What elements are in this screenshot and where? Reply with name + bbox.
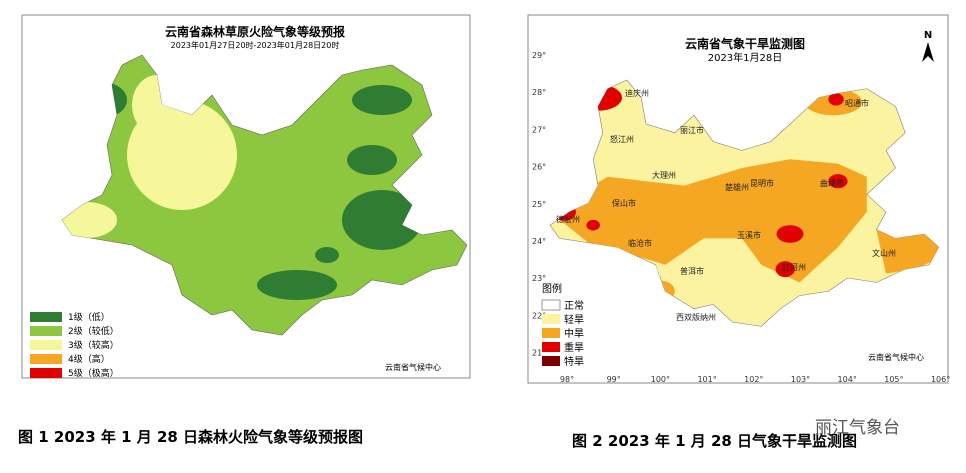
place-label: 保山市 <box>612 198 636 208</box>
place-label: 丽江市 <box>680 125 704 135</box>
place-label: 西双版纳州 <box>676 312 716 322</box>
legend-label: 2级（较低） <box>68 325 119 337</box>
legend-label: 4级（高） <box>68 353 110 365</box>
caption: 图 2 2023 年 1 月 28 日气象干旱监测图 <box>572 432 857 450</box>
lat-label: 29° <box>532 51 546 60</box>
legend-label: 5级（极高） <box>68 367 119 379</box>
place-label: 昭通市 <box>845 98 869 108</box>
source: 云南省气候中心 <box>868 352 924 362</box>
north-arrow <box>922 42 934 62</box>
legend-label: 特旱 <box>564 356 584 368</box>
place-label: 曲靖市 <box>820 178 844 188</box>
lat-label: 26° <box>532 163 546 172</box>
map-title: 云南省森林草原火险气象等级预报 <box>165 24 345 39</box>
legend-label: 重旱 <box>564 341 584 354</box>
caption: 图 1 2023 年 1 月 28 日森林火险气象等级预报图 <box>18 428 363 446</box>
map-1 <box>61 54 468 336</box>
legend-label: 正常 <box>564 299 584 312</box>
north-label: N <box>924 30 932 41</box>
legend-label: 1级（低） <box>68 311 110 323</box>
lat-label: 21° <box>532 349 546 358</box>
lat-label: 27° <box>532 125 546 134</box>
place-label: 德宏州 <box>556 214 580 224</box>
legend-2: 图例 正常 轻旱 中旱 重旱 特旱 <box>541 282 584 368</box>
place-label: 临沧市 <box>628 238 652 248</box>
place-label: 文山州 <box>872 248 896 258</box>
place-label: 昆明市 <box>750 178 774 188</box>
legend-1: 1级（低） 2级（较低） 3级（较高） 4级（高） 5级（极高） <box>30 311 119 379</box>
map-subtitle: 2023年01月27日20时-2023年01月28日20时 <box>171 40 340 50</box>
legend-label: 3级（较高） <box>68 339 119 351</box>
place-label: 玉溪市 <box>737 230 761 240</box>
place-label: 大理州 <box>652 170 676 180</box>
lon-label: 101° <box>697 375 716 384</box>
source: 云南省气候中心 <box>385 362 441 372</box>
map-date: 2023年1月28日 <box>708 51 783 64</box>
lon-label: 103° <box>791 375 810 384</box>
place-label: 红河州 <box>782 262 806 272</box>
legend-label: 轻旱 <box>564 313 584 326</box>
legend-title: 图例 <box>542 282 562 295</box>
lat-label: 24° <box>532 237 546 246</box>
lon-label: 100° <box>651 375 670 384</box>
place-label: 迪庆州 <box>625 88 649 98</box>
lon-label: 106° <box>931 375 950 384</box>
graticule-labels: 29° 28° 27° 26° 25° 24° 23° 22° 21° 98° 99° 100° 101… <box>532 51 950 384</box>
lat-label: 23° <box>532 274 546 283</box>
lon-label: 98° <box>560 375 574 384</box>
watermark: 丽江气象台 <box>815 418 900 438</box>
legend-label: 中旱 <box>564 327 584 340</box>
map-title: 云南省气象干旱监测图 <box>685 36 805 51</box>
place-label: 怒江州 <box>610 134 634 144</box>
lon-label: 99° <box>607 375 621 384</box>
place-label: 楚雄州 <box>725 182 749 192</box>
lon-label: 105° <box>884 375 903 384</box>
lon-label: 102° <box>744 375 763 384</box>
lat-label: 22° <box>532 311 546 320</box>
place-label: 普洱市 <box>680 266 704 276</box>
lat-label: 28° <box>532 88 546 97</box>
lat-label: 25° <box>532 200 546 209</box>
lon-label: 104° <box>838 375 857 384</box>
